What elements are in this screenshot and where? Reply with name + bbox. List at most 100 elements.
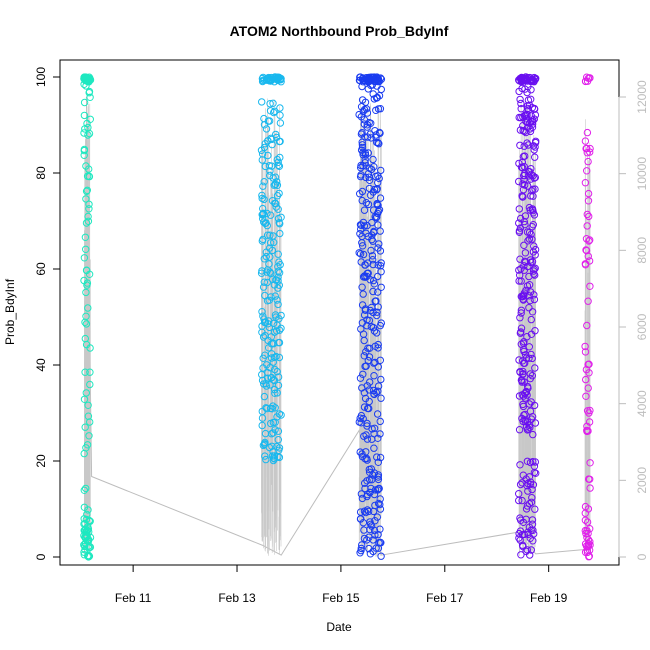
data-point — [520, 345, 528, 354]
data-point — [584, 360, 592, 369]
data-point — [374, 458, 382, 466]
data-point — [363, 419, 371, 428]
data-point — [372, 297, 380, 305]
data-point — [267, 374, 275, 382]
data-point — [373, 272, 382, 281]
data-point — [82, 75, 90, 84]
data-point — [86, 380, 94, 389]
data-point — [515, 426, 524, 434]
data-point — [374, 382, 383, 390]
data-point — [260, 315, 268, 323]
data-point — [275, 353, 284, 362]
data-point — [274, 284, 282, 292]
data-point — [369, 155, 377, 164]
data-point — [521, 258, 530, 266]
data-point — [361, 159, 369, 167]
data-point — [527, 192, 535, 200]
data-point — [266, 268, 274, 276]
data-point — [81, 423, 89, 431]
data-point — [273, 367, 281, 376]
data-point — [373, 453, 381, 461]
data-point — [515, 277, 523, 285]
data-point — [269, 99, 277, 108]
data-point — [515, 177, 523, 186]
data-point — [365, 118, 373, 127]
data-point — [374, 207, 383, 216]
data-point — [357, 225, 365, 233]
data-point — [85, 172, 93, 181]
data-point — [263, 404, 271, 413]
data-point — [260, 392, 269, 401]
y-axis: 0 20 40 60 80 100 — [34, 67, 61, 560]
data-point — [271, 107, 279, 116]
data-point — [258, 98, 266, 106]
data-point — [258, 150, 267, 158]
data-point — [357, 113, 366, 121]
data-point — [365, 353, 374, 361]
y2-tick-label: 4000 — [635, 390, 649, 417]
data-point — [82, 162, 90, 170]
data-point — [358, 301, 367, 309]
data-point — [259, 354, 267, 362]
data-point — [80, 254, 89, 262]
data-point — [375, 174, 383, 183]
data-point — [530, 462, 539, 470]
data-point — [82, 195, 90, 203]
data-point — [276, 104, 284, 112]
data-point — [261, 452, 269, 460]
data-point — [373, 329, 381, 337]
data-point — [515, 496, 523, 505]
data-point — [377, 375, 385, 384]
data-point — [357, 221, 365, 230]
data-point — [584, 197, 593, 205]
data-point — [515, 159, 523, 168]
data-point — [516, 461, 524, 469]
data-point — [373, 199, 381, 208]
data-point — [80, 395, 89, 403]
data-point — [356, 190, 364, 198]
data-point — [531, 419, 540, 427]
data-point — [529, 192, 537, 200]
data-point — [80, 486, 89, 494]
data-point — [368, 435, 376, 443]
data-point — [517, 105, 525, 113]
data-point — [528, 520, 537, 528]
data-point — [262, 404, 270, 412]
data-point — [82, 320, 91, 328]
data-point — [274, 205, 282, 213]
data-point — [272, 276, 280, 284]
data-point — [376, 525, 384, 533]
data-point — [584, 189, 593, 198]
data-point — [258, 421, 266, 430]
data-point — [85, 87, 94, 96]
data-point — [273, 442, 281, 451]
data-point — [273, 192, 282, 200]
data-point — [270, 385, 279, 394]
data-point — [356, 374, 365, 382]
data-point — [528, 258, 537, 266]
data-point — [360, 403, 369, 411]
data-point — [516, 314, 524, 322]
data-point — [269, 456, 278, 465]
data-point — [274, 161, 283, 170]
data-point — [366, 77, 374, 85]
data-point — [266, 404, 275, 413]
data-point — [519, 417, 527, 426]
data-point — [81, 533, 90, 542]
data-point — [524, 182, 532, 190]
data-point — [374, 475, 383, 484]
data-point — [276, 153, 284, 162]
data-point — [375, 240, 383, 248]
data-point — [525, 272, 533, 281]
data-point — [266, 100, 274, 108]
data-point — [80, 541, 88, 549]
data-point — [374, 471, 383, 479]
data-point — [368, 235, 376, 244]
data-point — [364, 200, 373, 209]
data-point — [517, 306, 526, 314]
data-point — [360, 120, 368, 128]
data-point — [369, 260, 377, 269]
data-point — [356, 448, 364, 456]
chart-title: ATOM2 Northbound Prob_BdyInf — [230, 23, 449, 39]
